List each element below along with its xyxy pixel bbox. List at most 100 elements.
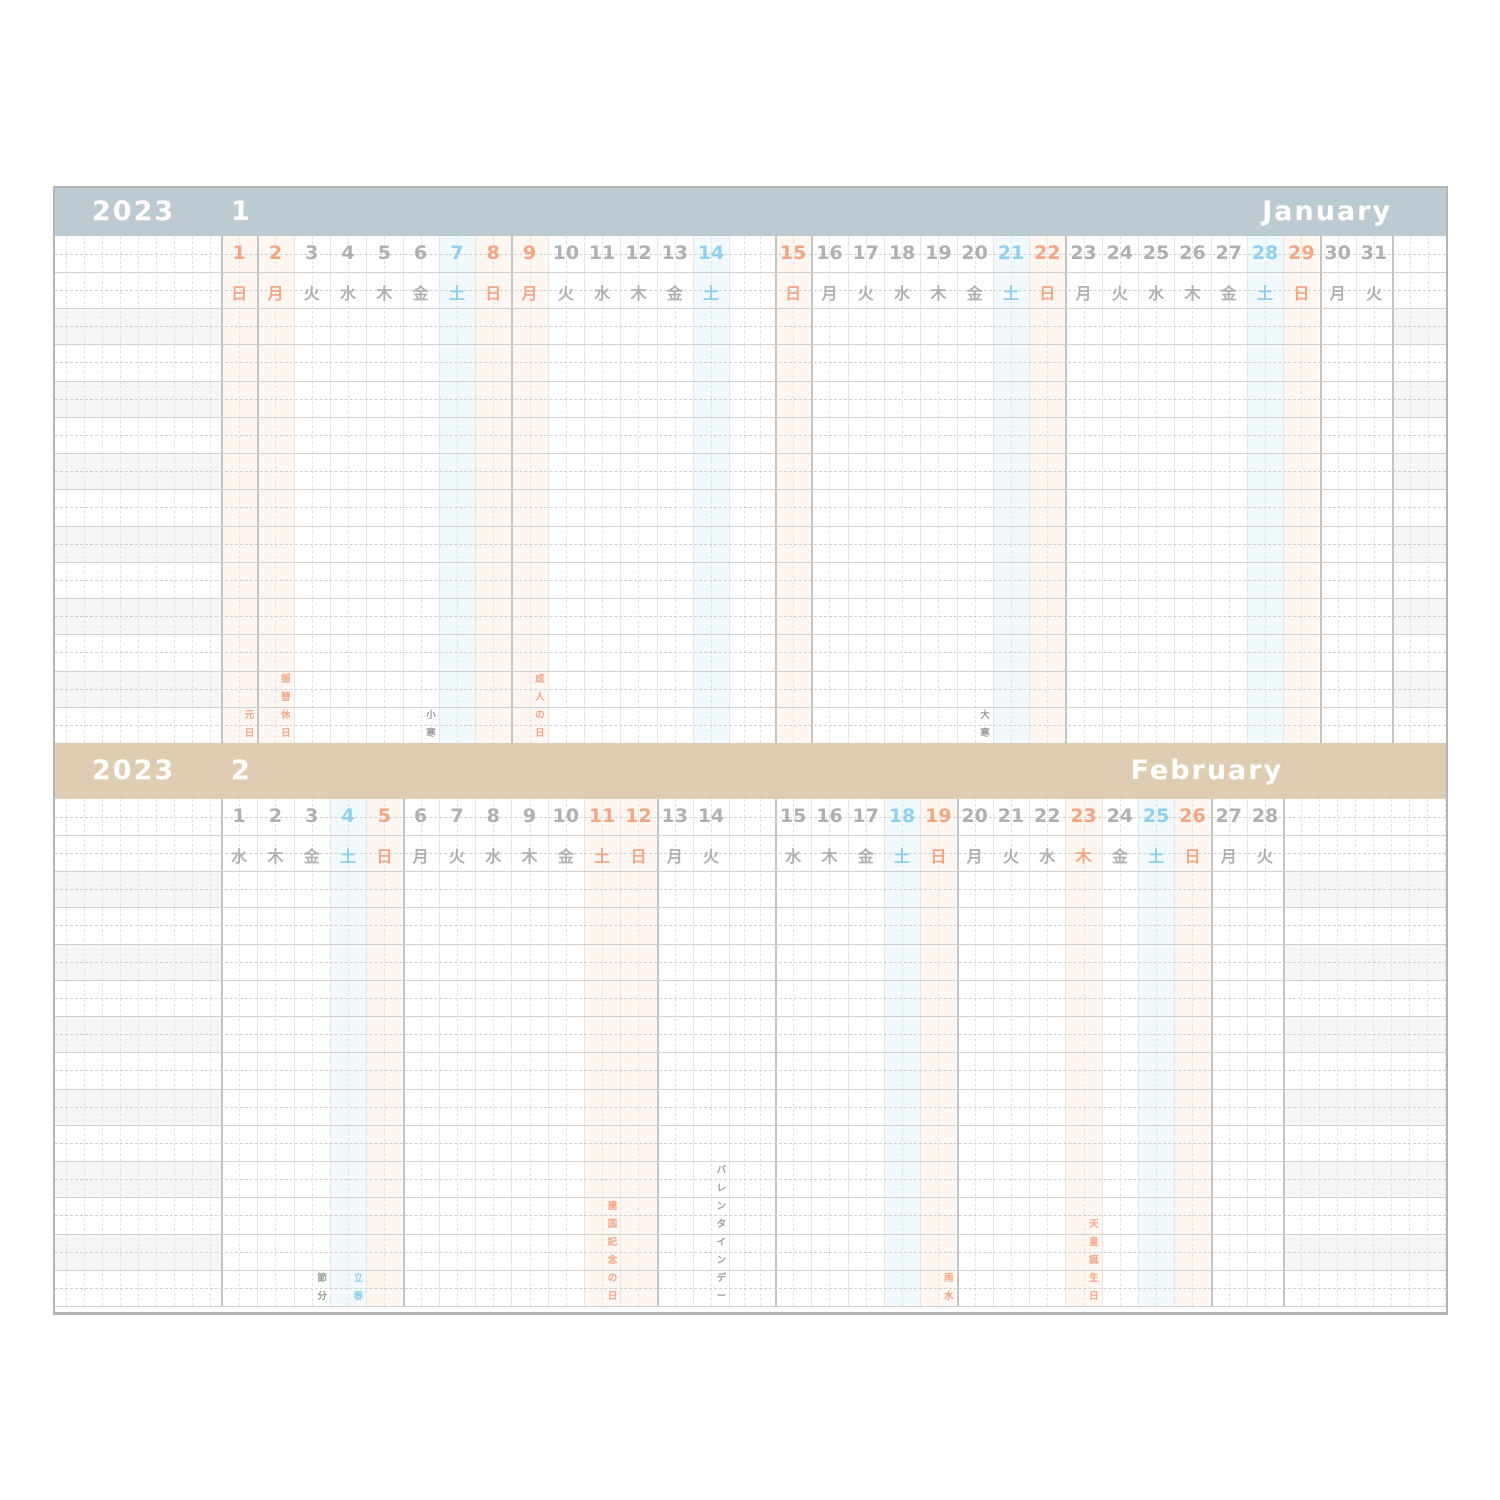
day-number: 7 bbox=[450, 242, 464, 264]
row-dotted bbox=[55, 817, 1446, 818]
weekday-label: 水 bbox=[485, 847, 502, 866]
holiday-note: 大寒 bbox=[980, 710, 990, 739]
day-number: 11 bbox=[588, 805, 616, 827]
weekday-label: 日 bbox=[930, 847, 947, 866]
weekday-label: 水 bbox=[1039, 847, 1056, 866]
holiday-note: 雨水 bbox=[943, 1273, 954, 1302]
row-dotted bbox=[55, 889, 1446, 891]
day-number: 13 bbox=[661, 242, 688, 264]
weekday-label: 月 bbox=[1220, 847, 1237, 866]
weekday-label: 火 bbox=[303, 284, 320, 303]
month-section-february: 2023 2 February 1 水 2 木 3 金節分 4 土立春 5 日 6 月 7 火 8 水 9 木 10 金 11… bbox=[55, 743, 1447, 1307]
day-number: 27 bbox=[1215, 805, 1242, 827]
row-dotted bbox=[55, 1179, 1446, 1181]
row-dotted bbox=[55, 652, 1446, 654]
weekday-label: 火 bbox=[1365, 284, 1382, 303]
day-number: 6 bbox=[414, 242, 428, 264]
row-divider bbox=[55, 634, 1446, 636]
row-dotted bbox=[55, 290, 1446, 291]
weekday-label: 木 bbox=[376, 284, 393, 303]
weekday-label: 木 bbox=[521, 847, 538, 866]
month-name: January bbox=[1262, 196, 1393, 227]
row-divider bbox=[55, 272, 1446, 273]
weekday-label: 土 bbox=[594, 847, 611, 866]
day-number: 10 bbox=[552, 805, 580, 827]
day-number: 1 bbox=[232, 242, 246, 264]
weekday-label: 火 bbox=[1111, 284, 1128, 303]
row-dotted bbox=[55, 579, 1446, 581]
day-number: 19 bbox=[925, 242, 952, 264]
weekday-label: 木 bbox=[630, 284, 647, 303]
bottom-strip bbox=[55, 1306, 1446, 1312]
day-number: 18 bbox=[888, 805, 916, 827]
day-number: 15 bbox=[779, 805, 807, 827]
weekday-label: 月 bbox=[666, 847, 683, 866]
day-number: 22 bbox=[1034, 242, 1061, 264]
row-dotted bbox=[55, 997, 1446, 999]
row-divider bbox=[55, 1124, 1446, 1126]
day-number: 26 bbox=[1179, 805, 1206, 827]
day-number: 16 bbox=[816, 242, 843, 264]
row-divider bbox=[55, 308, 1446, 309]
row-dotted bbox=[55, 254, 1446, 255]
day-number: 18 bbox=[888, 242, 916, 264]
month-number: 2 bbox=[231, 755, 250, 786]
row-dotted bbox=[55, 1034, 1446, 1036]
row-dotted bbox=[55, 925, 1446, 927]
year-label: 2023 bbox=[92, 755, 176, 786]
weekday-label: 土 bbox=[1002, 284, 1019, 303]
weekday-label: 木 bbox=[1184, 284, 1201, 303]
weekday-label: 土 bbox=[448, 284, 465, 303]
weekday-label: 月 bbox=[966, 847, 983, 866]
day-number: 14 bbox=[697, 242, 725, 264]
weekday-label: 日 bbox=[485, 284, 502, 303]
day-number: 30 bbox=[1324, 242, 1351, 264]
weekday-label: 日 bbox=[630, 847, 647, 866]
row-divider bbox=[55, 380, 1446, 382]
day-number: 9 bbox=[522, 805, 537, 827]
row-dotted bbox=[55, 1215, 1446, 1217]
day-number: 9 bbox=[522, 242, 537, 264]
weekday-label: 水 bbox=[231, 847, 248, 866]
row-divider bbox=[55, 1197, 1446, 1199]
day-number: 20 bbox=[961, 242, 988, 264]
day-number: 16 bbox=[816, 805, 843, 827]
day-number: 12 bbox=[625, 242, 652, 264]
calendar-page: 2023 1 January 1 日元日 2 月振替休日 3 火 4 水 5 木 6 金小寒 7 土 8 日 9 月成人… bbox=[53, 186, 1448, 1315]
row-divider bbox=[55, 1052, 1446, 1054]
row-dotted bbox=[55, 1070, 1446, 1072]
holiday-note: 小寒 bbox=[426, 710, 436, 739]
weekday-label: 土 bbox=[340, 847, 357, 866]
holiday-note: 成人の日 bbox=[535, 674, 545, 739]
day-number: 28 bbox=[1251, 805, 1279, 827]
row-dotted bbox=[55, 853, 1446, 854]
row-dotted bbox=[55, 1106, 1446, 1108]
weekday-label: 火 bbox=[1257, 847, 1274, 866]
day-number: 3 bbox=[305, 242, 319, 264]
day-number: 8 bbox=[486, 805, 500, 827]
row-dotted bbox=[55, 543, 1446, 545]
row-divider bbox=[55, 561, 1446, 563]
holiday-note: 立春 bbox=[353, 1273, 364, 1302]
day-number: 5 bbox=[377, 242, 391, 264]
day-number: 25 bbox=[1142, 242, 1170, 264]
weekday-label: 火 bbox=[557, 284, 574, 303]
day-number: 1 bbox=[232, 805, 246, 827]
day-number: 26 bbox=[1179, 242, 1206, 264]
row-divider bbox=[55, 835, 1446, 836]
weekday-label: 金 bbox=[557, 847, 574, 866]
day-number: 5 bbox=[377, 805, 391, 827]
day-number: 4 bbox=[341, 805, 355, 827]
month-header-band: 2023 2 February bbox=[55, 743, 1446, 799]
row-dotted bbox=[55, 326, 1446, 328]
day-number: 25 bbox=[1142, 805, 1170, 827]
row-dotted bbox=[55, 1287, 1446, 1289]
row-dotted bbox=[55, 688, 1446, 690]
row-divider bbox=[55, 344, 1446, 346]
weekday-label: 日 bbox=[1184, 847, 1201, 866]
weekday-label: 日 bbox=[785, 284, 802, 303]
day-number: 15 bbox=[779, 242, 807, 264]
day-number: 6 bbox=[414, 805, 428, 827]
holiday-note: 節分 bbox=[317, 1273, 327, 1302]
day-number: 29 bbox=[1288, 242, 1315, 264]
